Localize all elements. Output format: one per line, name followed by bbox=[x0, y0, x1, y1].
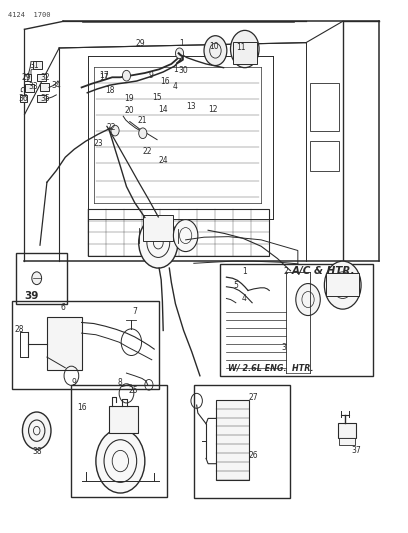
Text: 16: 16 bbox=[160, 77, 170, 85]
Bar bbox=[40, 83, 49, 91]
Bar bbox=[233, 42, 257, 64]
Circle shape bbox=[175, 48, 184, 59]
Bar bbox=[24, 74, 31, 81]
Text: 27: 27 bbox=[248, 393, 258, 401]
Text: 37: 37 bbox=[352, 446, 361, 455]
Circle shape bbox=[324, 261, 361, 309]
Text: 38: 38 bbox=[32, 448, 42, 456]
Text: 32: 32 bbox=[41, 73, 51, 82]
Bar bbox=[339, 438, 355, 445]
Text: 24: 24 bbox=[158, 157, 168, 165]
Bar bbox=[12, 301, 159, 389]
Circle shape bbox=[296, 284, 320, 316]
Text: 4: 4 bbox=[242, 294, 246, 303]
Bar bbox=[33, 61, 42, 69]
Text: 1: 1 bbox=[242, 268, 247, 276]
Text: 10: 10 bbox=[209, 43, 219, 51]
Circle shape bbox=[204, 36, 227, 66]
Text: 19: 19 bbox=[124, 94, 133, 103]
Bar bbox=[194, 385, 290, 498]
Circle shape bbox=[139, 128, 147, 139]
Bar bbox=[25, 84, 34, 92]
Bar bbox=[47, 317, 82, 370]
Bar bbox=[109, 406, 138, 433]
Text: 33: 33 bbox=[29, 82, 38, 91]
Text: 6: 6 bbox=[61, 303, 66, 312]
Bar bbox=[338, 423, 356, 438]
Text: W/ 2.6L ENG.  HTR.: W/ 2.6L ENG. HTR. bbox=[228, 363, 314, 372]
Text: 9: 9 bbox=[71, 378, 76, 387]
Text: 3: 3 bbox=[281, 343, 286, 352]
Circle shape bbox=[139, 217, 178, 268]
Text: 35: 35 bbox=[41, 94, 51, 103]
Text: 17: 17 bbox=[99, 71, 109, 80]
Circle shape bbox=[29, 420, 45, 441]
Text: 17: 17 bbox=[99, 73, 109, 82]
Text: 22: 22 bbox=[143, 148, 153, 156]
Bar bbox=[37, 74, 46, 81]
Circle shape bbox=[32, 272, 42, 285]
Text: 5: 5 bbox=[233, 281, 238, 289]
Circle shape bbox=[122, 70, 131, 81]
Bar bbox=[88, 209, 269, 256]
Text: 1: 1 bbox=[179, 39, 184, 48]
Text: 4124  1700: 4124 1700 bbox=[8, 12, 51, 18]
Bar bbox=[326, 273, 359, 296]
Circle shape bbox=[96, 429, 145, 493]
Text: 15: 15 bbox=[152, 93, 162, 101]
Bar bbox=[310, 83, 339, 131]
Circle shape bbox=[111, 125, 119, 136]
Text: 30: 30 bbox=[179, 66, 188, 75]
Text: 36: 36 bbox=[19, 94, 29, 103]
Text: 18: 18 bbox=[105, 86, 115, 95]
Text: 23: 23 bbox=[94, 140, 104, 148]
Text: 20: 20 bbox=[125, 106, 135, 115]
Text: 16: 16 bbox=[78, 403, 87, 412]
Bar bbox=[16, 253, 67, 304]
Text: 29: 29 bbox=[22, 73, 31, 82]
Bar bbox=[220, 264, 373, 376]
Text: 26: 26 bbox=[248, 451, 258, 460]
Text: 31: 31 bbox=[29, 61, 39, 69]
Text: 9: 9 bbox=[149, 71, 153, 80]
Bar bbox=[216, 400, 249, 480]
Text: 12: 12 bbox=[208, 105, 218, 114]
Text: 11: 11 bbox=[236, 44, 246, 52]
Bar bbox=[20, 95, 27, 102]
Bar bbox=[37, 95, 46, 102]
Text: A/C & HTR.: A/C & HTR. bbox=[292, 266, 355, 276]
Text: 14: 14 bbox=[158, 105, 168, 114]
Text: 25: 25 bbox=[128, 386, 138, 395]
Text: 22: 22 bbox=[106, 124, 116, 132]
Text: 21: 21 bbox=[137, 117, 147, 125]
Text: 7: 7 bbox=[132, 308, 137, 316]
Text: 34: 34 bbox=[51, 81, 61, 90]
Circle shape bbox=[104, 440, 137, 482]
Circle shape bbox=[173, 220, 198, 252]
Text: 1: 1 bbox=[173, 65, 178, 74]
Text: 39: 39 bbox=[24, 291, 39, 301]
Text: 2: 2 bbox=[283, 268, 288, 276]
Bar bbox=[71, 385, 167, 497]
Text: 28: 28 bbox=[14, 325, 24, 334]
Text: 29: 29 bbox=[136, 39, 146, 48]
Bar bbox=[310, 141, 339, 171]
Bar bbox=[143, 215, 173, 241]
Circle shape bbox=[22, 412, 51, 449]
Text: 8: 8 bbox=[118, 378, 123, 387]
Text: 13: 13 bbox=[186, 102, 195, 111]
Text: 4: 4 bbox=[173, 82, 178, 91]
Circle shape bbox=[231, 30, 259, 68]
